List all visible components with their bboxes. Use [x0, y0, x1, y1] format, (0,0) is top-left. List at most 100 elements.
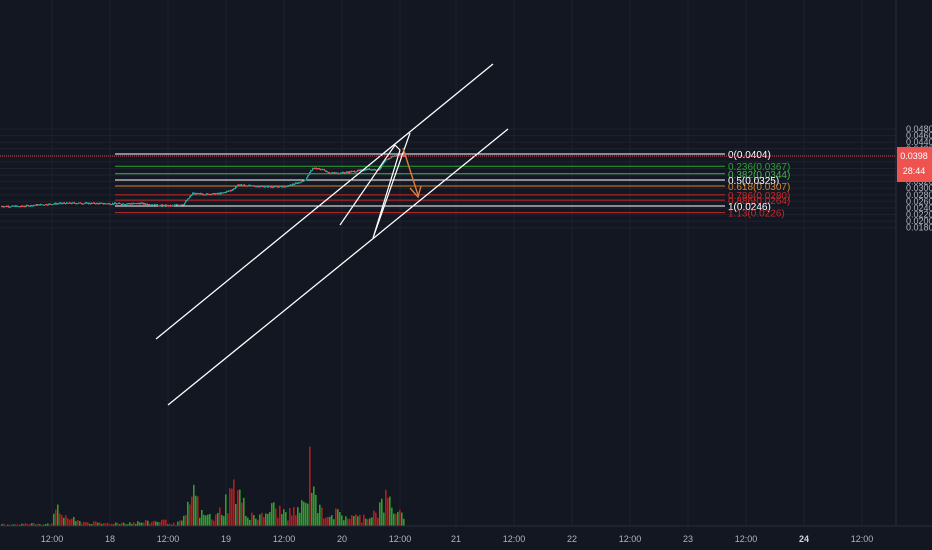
- candle-body: [20, 206, 22, 208]
- candle-body: [314, 168, 316, 170]
- candle-body: [283, 186, 285, 188]
- candle-body: [18, 206, 20, 208]
- candle-body: [227, 190, 229, 192]
- price-axis[interactable]: [896, 0, 932, 526]
- candle-body: [31, 205, 33, 207]
- candle-body: [170, 205, 172, 207]
- candle-body: [146, 203, 148, 205]
- volume-bar: [341, 515, 343, 526]
- volume-bar: [329, 516, 331, 526]
- candle-body: [360, 169, 362, 171]
- volume-bar: [189, 504, 191, 526]
- candle-body: [64, 202, 66, 204]
- candle-body: [99, 203, 101, 205]
- volume-bar: [9, 524, 11, 526]
- candle-body: [263, 186, 265, 188]
- candle-body: [38, 204, 40, 206]
- candle-body: [63, 202, 65, 204]
- candle-body: [62, 203, 64, 205]
- volume-bar: [141, 522, 143, 526]
- candle-body: [352, 171, 354, 173]
- volume-bar: [153, 520, 155, 526]
- volume-bar: [149, 523, 151, 526]
- volume-bar: [337, 509, 339, 526]
- volume-bar: [43, 524, 45, 526]
- candle-body: [100, 202, 102, 204]
- candle-body: [59, 203, 61, 205]
- candle-body: [137, 203, 139, 205]
- volume-bar: [327, 516, 329, 526]
- volume-bar: [375, 512, 377, 526]
- volume-bar: [395, 514, 397, 526]
- y-tick-label: 0.0260: [906, 196, 932, 206]
- candle-body: [95, 203, 97, 205]
- volume-bar: [399, 509, 401, 526]
- candle-body: [7, 206, 9, 208]
- candle-body: [334, 172, 336, 174]
- candle-body: [125, 204, 127, 206]
- candle-body: [23, 206, 25, 208]
- candle-body: [399, 155, 401, 157]
- volume-bar: [39, 524, 41, 526]
- candle-body: [158, 205, 160, 207]
- candle-body: [244, 184, 246, 186]
- candle-body: [68, 202, 70, 204]
- volume-bar: [47, 523, 49, 526]
- candle-body: [292, 184, 294, 186]
- volume-bar: [335, 508, 337, 526]
- volume-bar: [89, 523, 91, 526]
- candle-body: [238, 184, 240, 186]
- volume-bar: [391, 507, 393, 526]
- candle-body: [80, 202, 82, 204]
- candle-body: [380, 167, 382, 169]
- candle-body: [191, 194, 193, 196]
- x-axis-ticks[interactable]: 12:00 18 12:00 19 12:00 20 12:00 21 12:00 22 12:00…: [41, 534, 874, 544]
- candle-body: [317, 168, 319, 170]
- candle-body: [239, 184, 241, 186]
- volume-bar: [85, 522, 87, 526]
- volume-bar: [251, 512, 253, 526]
- candle-body: [301, 180, 303, 183]
- volume-bar: [73, 516, 75, 526]
- candle-body: [294, 184, 296, 186]
- candle-body: [216, 193, 218, 195]
- volume-bar: [267, 513, 269, 526]
- candle-body: [91, 202, 93, 204]
- candle-body: [381, 165, 383, 168]
- candle-body: [122, 203, 124, 205]
- candle-body: [81, 203, 83, 205]
- candle-body: [126, 203, 128, 205]
- candle-body: [103, 203, 105, 205]
- volume-bar: [213, 520, 215, 526]
- candle-body: [123, 203, 125, 205]
- x-tick-label: 12:00: [735, 534, 758, 544]
- candle-body: [30, 205, 32, 207]
- volume-bar: [293, 507, 295, 526]
- candle-body: [28, 205, 30, 207]
- candle-body: [5, 206, 7, 208]
- volume-bar: [35, 524, 37, 526]
- candle-body: [11, 206, 13, 208]
- volume-bar: [61, 515, 63, 526]
- candle-body: [202, 193, 204, 195]
- volume-bar: [215, 514, 217, 526]
- candle-body: [351, 171, 353, 173]
- candle-body: [337, 172, 339, 174]
- candle-body: [56, 203, 58, 205]
- volume-bar: [191, 496, 193, 526]
- volume-bar: [221, 514, 223, 526]
- trend-drawings[interactable]: [155, 63, 509, 406]
- candle-body: [6, 206, 8, 208]
- y-tick-label: 0.0460: [906, 131, 932, 141]
- x-tick-label: 18: [105, 534, 115, 544]
- fib-level-label: 0.5(0.0325): [728, 176, 779, 187]
- candle-body: [82, 203, 84, 205]
- candle-body: [168, 205, 170, 207]
- volume-bar: [127, 524, 129, 526]
- candle-body: [260, 186, 262, 188]
- candle-body: [32, 205, 34, 207]
- candle-body: [237, 184, 239, 186]
- candle-body: [318, 168, 320, 170]
